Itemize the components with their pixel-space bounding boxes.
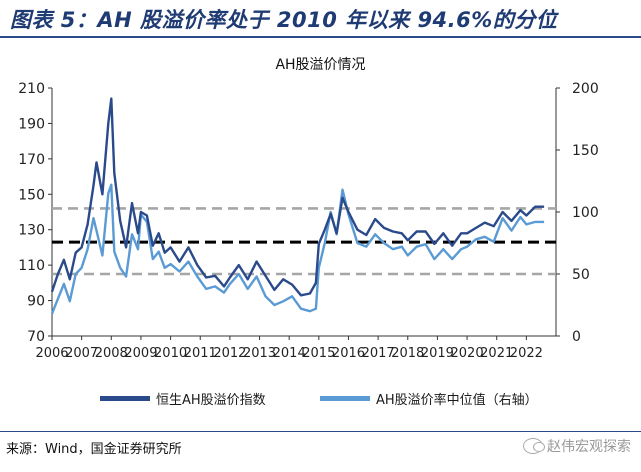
y-left-tick-label: 110 <box>18 258 45 274</box>
source-note: 来源：Wind，国金证券研究所 <box>6 442 182 457</box>
y-right-tick-label: 50 <box>572 267 590 283</box>
legend-swatch-hs-ah-index <box>100 395 150 401</box>
x-tick-label: 2019 <box>421 346 454 361</box>
bottom-rule <box>0 431 641 432</box>
x-tick-label: 2009 <box>124 346 157 361</box>
x-tick-label: 2017 <box>362 346 395 361</box>
chart-title: AH股溢价情况 <box>275 57 366 73</box>
axes <box>48 87 560 340</box>
legend-item-hs-ah-index: 恒生AH股溢价指数 <box>100 389 266 408</box>
legend-item-ah-median: AH股溢价率中位值（右轴） <box>320 389 538 408</box>
y-left-tick-label: 70 <box>27 329 45 345</box>
series-line-hs-ah-index <box>50 97 545 297</box>
legend-label-hs-ah-index: 恒生AH股溢价指数 <box>156 392 266 408</box>
watermark-text: 赵伟宏观探索 <box>547 439 631 455</box>
x-tick-label: 2018 <box>391 346 424 361</box>
x-tick-label: 2012 <box>213 346 246 361</box>
watermark: 赵伟宏观探索 <box>523 436 631 456</box>
y-left-tick-label: 190 <box>18 116 45 132</box>
x-tick-label: 2020 <box>451 346 484 361</box>
y-right-tick-label: 100 <box>572 205 599 221</box>
x-tick-label: 2014 <box>273 346 306 361</box>
x-tick-label: 2015 <box>302 346 335 361</box>
x-tick-label: 2006 <box>35 346 68 361</box>
y-left-tick-label: 170 <box>18 152 45 168</box>
figure-header: 图表 5：AH 股溢价率处于 2010 年以来 94.6%的分位 <box>0 0 641 40</box>
y-left-tick-label: 90 <box>27 294 45 310</box>
x-tick-label: 2011 <box>184 346 217 361</box>
x-tick-label: 2010 <box>154 346 187 361</box>
legend: 恒生AH股溢价指数 AH股溢价率中位值（右轴） <box>0 389 641 408</box>
x-tick-label: 2021 <box>480 346 513 361</box>
wechat-icon <box>523 438 545 454</box>
legend-label-ah-median: AH股溢价率中位值（右轴） <box>376 392 538 408</box>
title-rule <box>0 36 641 38</box>
y-left-tick-label: 150 <box>18 187 45 203</box>
figure-title: 图表 5：AH 股溢价率处于 2010 年以来 94.6%的分位 <box>10 8 558 32</box>
y-left-tick-label: 210 <box>18 81 45 97</box>
legend-swatch-ah-median <box>320 395 370 401</box>
x-tick-label: 2013 <box>243 346 276 361</box>
reference-lines <box>52 207 556 276</box>
series-lines <box>50 97 545 315</box>
y-left-tick-label: 130 <box>18 223 45 239</box>
x-tick-label: 2022 <box>510 346 543 361</box>
series-line-ah-median <box>50 183 545 315</box>
y-right-tick-label: 0 <box>572 329 581 345</box>
x-tick-label: 2016 <box>332 346 365 361</box>
y-right-tick-label: 200 <box>572 81 599 97</box>
y-right-tick-label: 150 <box>572 143 599 159</box>
x-tick-label: 2008 <box>95 346 128 361</box>
tick-labels: 7090110130150170190210050100150200200620… <box>18 81 598 361</box>
x-tick-label: 2007 <box>65 346 98 361</box>
